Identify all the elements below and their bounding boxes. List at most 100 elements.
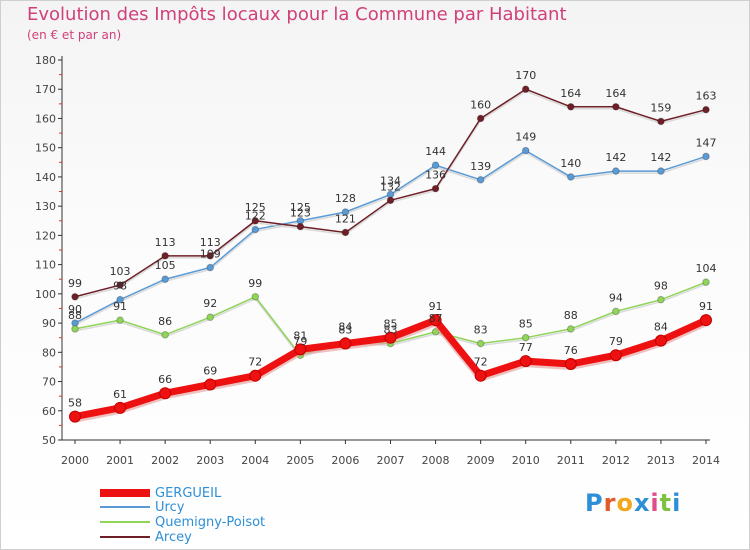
- data-point: [384, 331, 397, 344]
- x-tick-label: 2002: [151, 454, 179, 467]
- data-label: 122: [245, 210, 266, 223]
- data-label: 79: [293, 335, 307, 348]
- data-point: [161, 330, 169, 339]
- data-point: [521, 85, 530, 94]
- data-label: 125: [290, 201, 311, 214]
- data-point: [116, 281, 124, 289]
- legend-item: Quemigny-Poisot: [100, 514, 266, 530]
- legend-label: Urcy: [155, 499, 185, 515]
- logo-letter: i: [672, 489, 682, 517]
- data-point: [116, 295, 124, 304]
- data-label: 91: [113, 300, 127, 313]
- data-label: 128: [335, 192, 356, 205]
- data-point: [71, 292, 79, 301]
- data-label: 92: [203, 297, 217, 310]
- data-label: 94: [609, 291, 623, 304]
- x-tick-label: 2014: [692, 454, 720, 467]
- data-point: [251, 225, 260, 234]
- data-point: [700, 314, 712, 327]
- data-point: [116, 316, 124, 324]
- data-label: 98: [654, 280, 668, 293]
- logo-letter: o: [616, 489, 634, 517]
- data-label: 113: [200, 236, 221, 249]
- data-label: 83: [338, 324, 352, 337]
- data-point: [564, 358, 577, 370]
- y-tick-label: 120: [35, 229, 56, 242]
- x-tick-label: 2009: [467, 454, 495, 467]
- x-tick-label: 2012: [602, 454, 630, 467]
- data-label: 134: [380, 174, 401, 187]
- data-label: 125: [245, 201, 266, 214]
- chart-subtitle: (en € et par an): [27, 28, 122, 42]
- data-label: 144: [425, 145, 446, 158]
- data-point: [521, 333, 530, 342]
- data-label: 84: [338, 321, 352, 334]
- x-tick-label: 2013: [647, 454, 675, 467]
- x-tick-label: 2001: [106, 454, 134, 467]
- data-point: [161, 252, 169, 260]
- data-label: 139: [470, 160, 491, 173]
- data-point: [566, 173, 575, 181]
- data-label: 99: [68, 277, 82, 290]
- data-point: [294, 343, 307, 356]
- legend-label: Quemigny-Poisot: [155, 514, 266, 530]
- data-label: 87: [429, 312, 443, 325]
- data-label: 83: [384, 324, 398, 337]
- data-label: 88: [564, 309, 578, 322]
- data-point: [431, 161, 440, 170]
- data-point: [206, 252, 215, 260]
- data-label: 163: [696, 90, 717, 103]
- x-tick-label: 2003: [196, 454, 224, 467]
- data-label: 77: [519, 341, 533, 354]
- chart-title: Evolution des Impôts locaux pour la Comm…: [27, 4, 567, 25]
- y-tick-label: 180: [35, 54, 56, 67]
- x-tick-label: 2000: [61, 454, 89, 467]
- y-tick-label: 110: [35, 259, 56, 272]
- legend-swatch: [100, 521, 150, 523]
- data-label: 103: [110, 265, 131, 278]
- data-point: [386, 196, 395, 205]
- data-label: 113: [155, 236, 176, 249]
- data-label: 164: [560, 87, 581, 100]
- data-point: [159, 387, 172, 400]
- data-point: [657, 295, 665, 304]
- data-point: [71, 325, 79, 333]
- data-label: 86: [158, 315, 172, 328]
- data-label: 66: [158, 373, 172, 386]
- data-label: 123: [290, 207, 311, 220]
- data-point: [206, 313, 215, 322]
- data-label: 99: [248, 277, 262, 290]
- data-point: [431, 184, 440, 193]
- y-tick-label: 140: [35, 171, 56, 184]
- x-tick-label: 2004: [241, 454, 269, 467]
- data-point: [612, 102, 620, 111]
- data-label: 164: [605, 87, 626, 100]
- data-label: 149: [515, 131, 536, 144]
- y-tick-label: 170: [35, 83, 56, 96]
- data-point: [654, 334, 667, 347]
- data-label: 88: [68, 309, 82, 322]
- x-tick-label: 2006: [331, 454, 359, 467]
- proxiti-logo[interactable]: Proxiti: [585, 489, 681, 517]
- data-label: 142: [605, 151, 626, 164]
- data-point: [206, 263, 215, 272]
- data-point: [702, 105, 710, 114]
- data-point: [612, 307, 620, 316]
- logo-letter: x: [633, 489, 651, 517]
- series-gergueil: [69, 314, 712, 423]
- data-label: 84: [654, 321, 668, 334]
- data-label: 142: [650, 151, 671, 164]
- logo-letter: r: [603, 489, 617, 517]
- data-label: 83: [474, 324, 488, 337]
- data-label: 85: [519, 318, 533, 331]
- data-label: 160: [470, 98, 491, 111]
- data-label: 121: [335, 212, 356, 225]
- data-point: [69, 410, 81, 423]
- data-label: 104: [696, 262, 717, 275]
- data-label: 140: [560, 157, 581, 170]
- legend-swatch: [100, 536, 150, 538]
- data-point: [161, 275, 169, 284]
- series-urcy: [71, 146, 710, 327]
- data-label: 61: [113, 388, 127, 401]
